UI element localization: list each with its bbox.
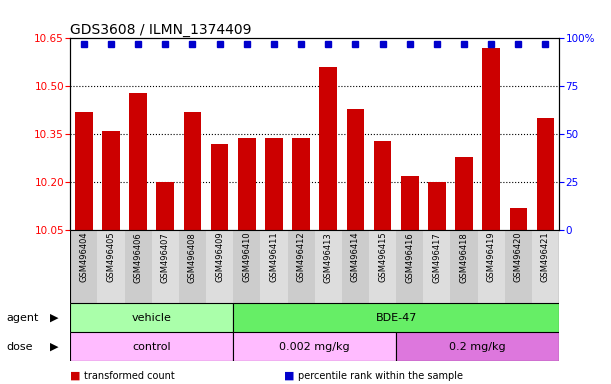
Text: ■: ■ (284, 371, 295, 381)
Text: 0.002 mg/kg: 0.002 mg/kg (279, 341, 350, 352)
Text: GSM496421: GSM496421 (541, 232, 550, 283)
Bar (97, 230, 125, 303)
Text: GSM496411: GSM496411 (269, 232, 279, 283)
Bar (238, 137, 255, 230)
Bar (102, 131, 120, 230)
Text: ▶: ▶ (50, 342, 59, 352)
Text: GSM496406: GSM496406 (134, 232, 142, 283)
Text: BDE-47: BDE-47 (375, 313, 417, 323)
Bar (152, 230, 179, 303)
Text: GSM496416: GSM496416 (405, 232, 414, 283)
Text: ▶: ▶ (50, 313, 59, 323)
Text: GSM496414: GSM496414 (351, 232, 360, 283)
Text: GDS3608 / ILMN_1374409: GDS3608 / ILMN_1374409 (70, 23, 252, 37)
Bar (450, 230, 478, 303)
Bar (130, 93, 147, 230)
Bar (396, 230, 423, 303)
Bar (260, 230, 288, 303)
Bar (125, 230, 152, 303)
Bar (396, 332, 559, 361)
Text: GSM496409: GSM496409 (215, 232, 224, 283)
Bar (423, 230, 450, 303)
Bar (320, 67, 337, 230)
Bar (346, 109, 364, 230)
Text: GSM496407: GSM496407 (161, 232, 170, 283)
Bar (233, 332, 396, 361)
Text: percentile rank within the sample: percentile rank within the sample (298, 371, 463, 381)
Bar (233, 303, 559, 332)
Text: GSM496417: GSM496417 (433, 232, 441, 283)
Bar (482, 48, 500, 230)
Text: GSM496415: GSM496415 (378, 232, 387, 283)
Bar (70, 230, 97, 303)
Text: GSM496418: GSM496418 (459, 232, 469, 283)
Text: control: control (133, 341, 171, 352)
Text: agent: agent (6, 313, 38, 323)
Text: GSM496419: GSM496419 (487, 232, 496, 283)
Text: 0.2 mg/kg: 0.2 mg/kg (449, 341, 506, 352)
Bar (342, 230, 369, 303)
Text: GSM496420: GSM496420 (514, 232, 523, 283)
Bar (510, 208, 527, 230)
Bar (265, 137, 283, 230)
Bar (70, 303, 233, 332)
Bar (428, 182, 445, 230)
Bar (292, 137, 310, 230)
Bar (315, 230, 342, 303)
Bar (369, 230, 396, 303)
Text: transformed count: transformed count (84, 371, 175, 381)
Bar (455, 157, 473, 230)
Text: GSM496404: GSM496404 (79, 232, 89, 283)
Bar (478, 230, 505, 303)
Text: GSM496405: GSM496405 (106, 232, 115, 283)
Text: vehicle: vehicle (132, 313, 172, 323)
Bar (184, 112, 201, 230)
Text: dose: dose (6, 342, 32, 352)
Text: GSM496408: GSM496408 (188, 232, 197, 283)
Bar (179, 230, 206, 303)
Bar (75, 112, 93, 230)
Bar (233, 230, 260, 303)
Bar (211, 144, 229, 230)
Bar (206, 230, 233, 303)
Bar (70, 332, 233, 361)
Bar (505, 230, 532, 303)
Bar (532, 230, 559, 303)
Text: GSM496412: GSM496412 (296, 232, 306, 283)
Bar (288, 230, 315, 303)
Text: GSM496413: GSM496413 (324, 232, 333, 283)
Bar (374, 141, 392, 230)
Text: GSM496410: GSM496410 (243, 232, 251, 283)
Text: ■: ■ (70, 371, 81, 381)
Bar (536, 118, 554, 230)
Bar (156, 182, 174, 230)
Bar (401, 176, 419, 230)
